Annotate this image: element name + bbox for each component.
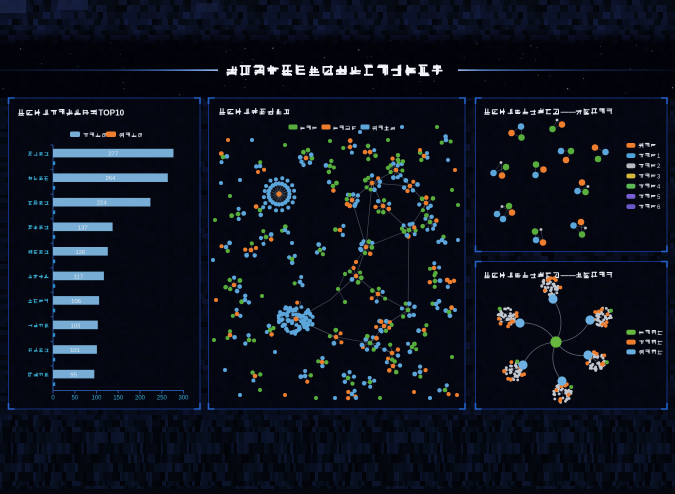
svg-text:277: 277 — [108, 152, 118, 158]
svg-text:106: 106 — [71, 299, 82, 305]
svg-text:224: 224 — [97, 201, 108, 207]
svg-text:150: 150 — [113, 396, 124, 402]
svg-text:50: 50 — [71, 396, 78, 402]
svg-text:117: 117 — [74, 274, 83, 280]
svg-text:TOP10: TOP10 — [98, 109, 124, 118]
svg-text:264: 264 — [105, 176, 116, 182]
svg-text:126: 126 — [75, 250, 86, 256]
svg-text:300: 300 — [178, 396, 189, 402]
svg-text:200: 200 — [135, 396, 146, 402]
svg-text:103: 103 — [70, 323, 81, 329]
svg-text:101: 101 — [70, 348, 80, 354]
svg-text:137: 137 — [78, 225, 88, 231]
svg-text:95: 95 — [70, 373, 77, 379]
svg-text:250: 250 — [157, 396, 168, 402]
svg-text:100: 100 — [91, 396, 102, 402]
